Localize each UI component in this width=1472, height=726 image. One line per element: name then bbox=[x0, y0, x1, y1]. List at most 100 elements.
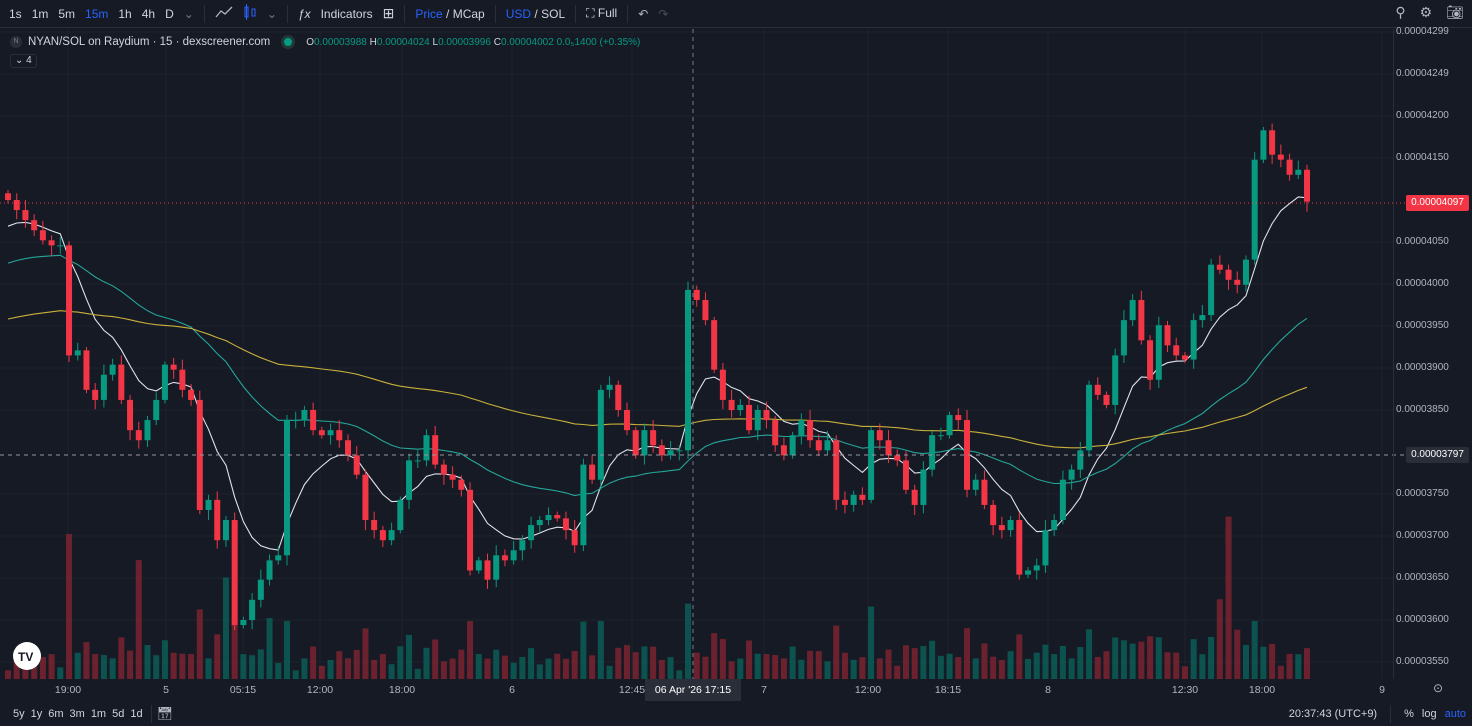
candle-body bbox=[310, 410, 317, 431]
top-toolbar: 1s 1m 5m 15m 1h 4h D ⌄ ⌄ ƒx Indicators ⊞… bbox=[0, 0, 1472, 28]
mcap-option[interactable]: MCap bbox=[452, 6, 485, 21]
currency-toggle[interactable]: USD / SOL bbox=[501, 7, 570, 21]
volume-bar bbox=[179, 653, 186, 679]
candle-body bbox=[519, 540, 526, 551]
interval-d[interactable]: D bbox=[165, 6, 174, 21]
calendar-goto-icon[interactable]: 📅︎ bbox=[156, 706, 174, 721]
candle-body bbox=[789, 435, 796, 456]
candle-body bbox=[336, 430, 343, 441]
volume-bar bbox=[1286, 653, 1293, 679]
volume-bar bbox=[240, 654, 247, 679]
candles-icon[interactable] bbox=[238, 4, 262, 23]
log-toggle[interactable]: log bbox=[1421, 708, 1437, 720]
candle-body bbox=[179, 369, 186, 390]
range-6m[interactable]: 6m bbox=[48, 708, 64, 720]
volume-bar bbox=[432, 639, 439, 679]
volume-bar bbox=[1199, 654, 1206, 679]
candle-body bbox=[615, 384, 622, 410]
volume-bar bbox=[876, 658, 883, 679]
price-chart[interactable]: TV bbox=[0, 29, 1472, 679]
open-label: O bbox=[306, 36, 315, 48]
range-1d[interactable]: 1d bbox=[130, 708, 143, 720]
time-axis[interactable]: 06 Apr '26 17:15 19:00 5 05:15 12:00 18:00 6 1… bbox=[0, 679, 1393, 701]
volume-bar bbox=[345, 658, 352, 679]
volume-bar bbox=[83, 642, 90, 679]
range-3m[interactable]: 3m bbox=[69, 708, 85, 720]
range-1y[interactable]: 1y bbox=[30, 708, 43, 720]
volume-bar bbox=[196, 609, 203, 679]
sol-option[interactable]: SOL bbox=[541, 6, 566, 21]
candle-body bbox=[1068, 469, 1075, 480]
candle-body bbox=[554, 515, 561, 519]
volume-bar bbox=[493, 649, 500, 679]
range-5d[interactable]: 5d bbox=[112, 708, 125, 720]
divider bbox=[404, 4, 406, 23]
time-label: 5 bbox=[163, 684, 169, 696]
candle-body bbox=[379, 530, 386, 541]
redo-icon[interactable]: ↷ bbox=[658, 6, 669, 21]
line-chart-icon[interactable] bbox=[210, 6, 238, 21]
candle-body bbox=[414, 460, 421, 462]
candle-body bbox=[798, 420, 805, 436]
volume-bar bbox=[972, 658, 979, 679]
interval-1m[interactable]: 1m bbox=[31, 6, 49, 21]
layouts-icon[interactable]: ⊞ bbox=[382, 5, 395, 21]
indicators-count: 4 bbox=[26, 55, 32, 66]
interval-4h[interactable]: 4h bbox=[141, 6, 156, 21]
volume-bar bbox=[1164, 652, 1171, 679]
volume-bar bbox=[798, 659, 805, 679]
time-label: 18:00 bbox=[388, 684, 416, 696]
volume-bar bbox=[711, 633, 718, 679]
price-option[interactable]: Price bbox=[415, 6, 443, 21]
candle-body bbox=[231, 520, 238, 626]
volume-bar bbox=[144, 645, 151, 679]
axis-settings-icon[interactable]: ⊙ bbox=[1433, 681, 1444, 695]
candle-body bbox=[728, 399, 735, 410]
volume-bar bbox=[789, 646, 796, 679]
volume-bar bbox=[528, 648, 535, 679]
candle-body bbox=[423, 435, 430, 461]
quick-search-icon[interactable]: ⚲ bbox=[1395, 4, 1406, 20]
volume-bar bbox=[894, 665, 901, 679]
candle-body bbox=[894, 455, 901, 461]
usd-option[interactable]: USD bbox=[505, 6, 532, 21]
volume-bar bbox=[1103, 651, 1110, 679]
range-5y[interactable]: 5y bbox=[13, 708, 25, 720]
volume-bar bbox=[1077, 647, 1084, 679]
volume-bar bbox=[780, 658, 787, 679]
percent-toggle[interactable]: % bbox=[1404, 708, 1414, 720]
undo-icon[interactable]: ↶ bbox=[638, 6, 649, 21]
interval-5m[interactable]: 5m bbox=[58, 6, 76, 21]
volume-bar bbox=[1155, 637, 1162, 679]
candle-body bbox=[937, 435, 944, 437]
volume-bar bbox=[353, 649, 360, 679]
logo-circle bbox=[13, 642, 41, 670]
price-mcap-toggle[interactable]: Price / MCap bbox=[410, 7, 489, 21]
candle-body bbox=[1164, 325, 1171, 346]
price-label: 0.00004050 bbox=[1396, 236, 1449, 247]
fullscreen-button[interactable]: ⛶ Full bbox=[581, 6, 622, 21]
range-1m[interactable]: 1m bbox=[90, 708, 107, 720]
volume-bar bbox=[31, 662, 38, 679]
volume-bar bbox=[135, 560, 142, 679]
gear-icon[interactable]: ⚙ bbox=[1419, 4, 1433, 20]
candle-body bbox=[641, 430, 648, 456]
camera-icon[interactable]: 📷︎ bbox=[1446, 4, 1464, 20]
auto-toggle[interactable]: auto bbox=[1444, 708, 1466, 720]
token-logo: N bbox=[10, 36, 22, 48]
interval-dropdown-chevron-icon[interactable]: ⌄ bbox=[183, 6, 194, 21]
candle-body bbox=[1147, 340, 1154, 380]
candle-body bbox=[702, 299, 709, 321]
interval-1s[interactable]: 1s bbox=[9, 6, 22, 21]
candle-body bbox=[39, 230, 46, 241]
volume-bar bbox=[1068, 658, 1075, 679]
indicators-button[interactable]: Indicators bbox=[320, 6, 373, 21]
low-value: 0.00003996 bbox=[438, 36, 491, 48]
indicators-collapse-button[interactable]: ⌄ 4 bbox=[10, 54, 37, 68]
interval-15m[interactable]: 15m bbox=[85, 6, 109, 21]
interval-1h[interactable]: 1h bbox=[118, 6, 132, 21]
time-label: 18:15 bbox=[934, 684, 962, 696]
candle-body bbox=[48, 240, 55, 246]
chart-type-chevron-icon[interactable]: ⌄ bbox=[266, 6, 277, 21]
price-label: 0.00004299 bbox=[1396, 26, 1449, 37]
